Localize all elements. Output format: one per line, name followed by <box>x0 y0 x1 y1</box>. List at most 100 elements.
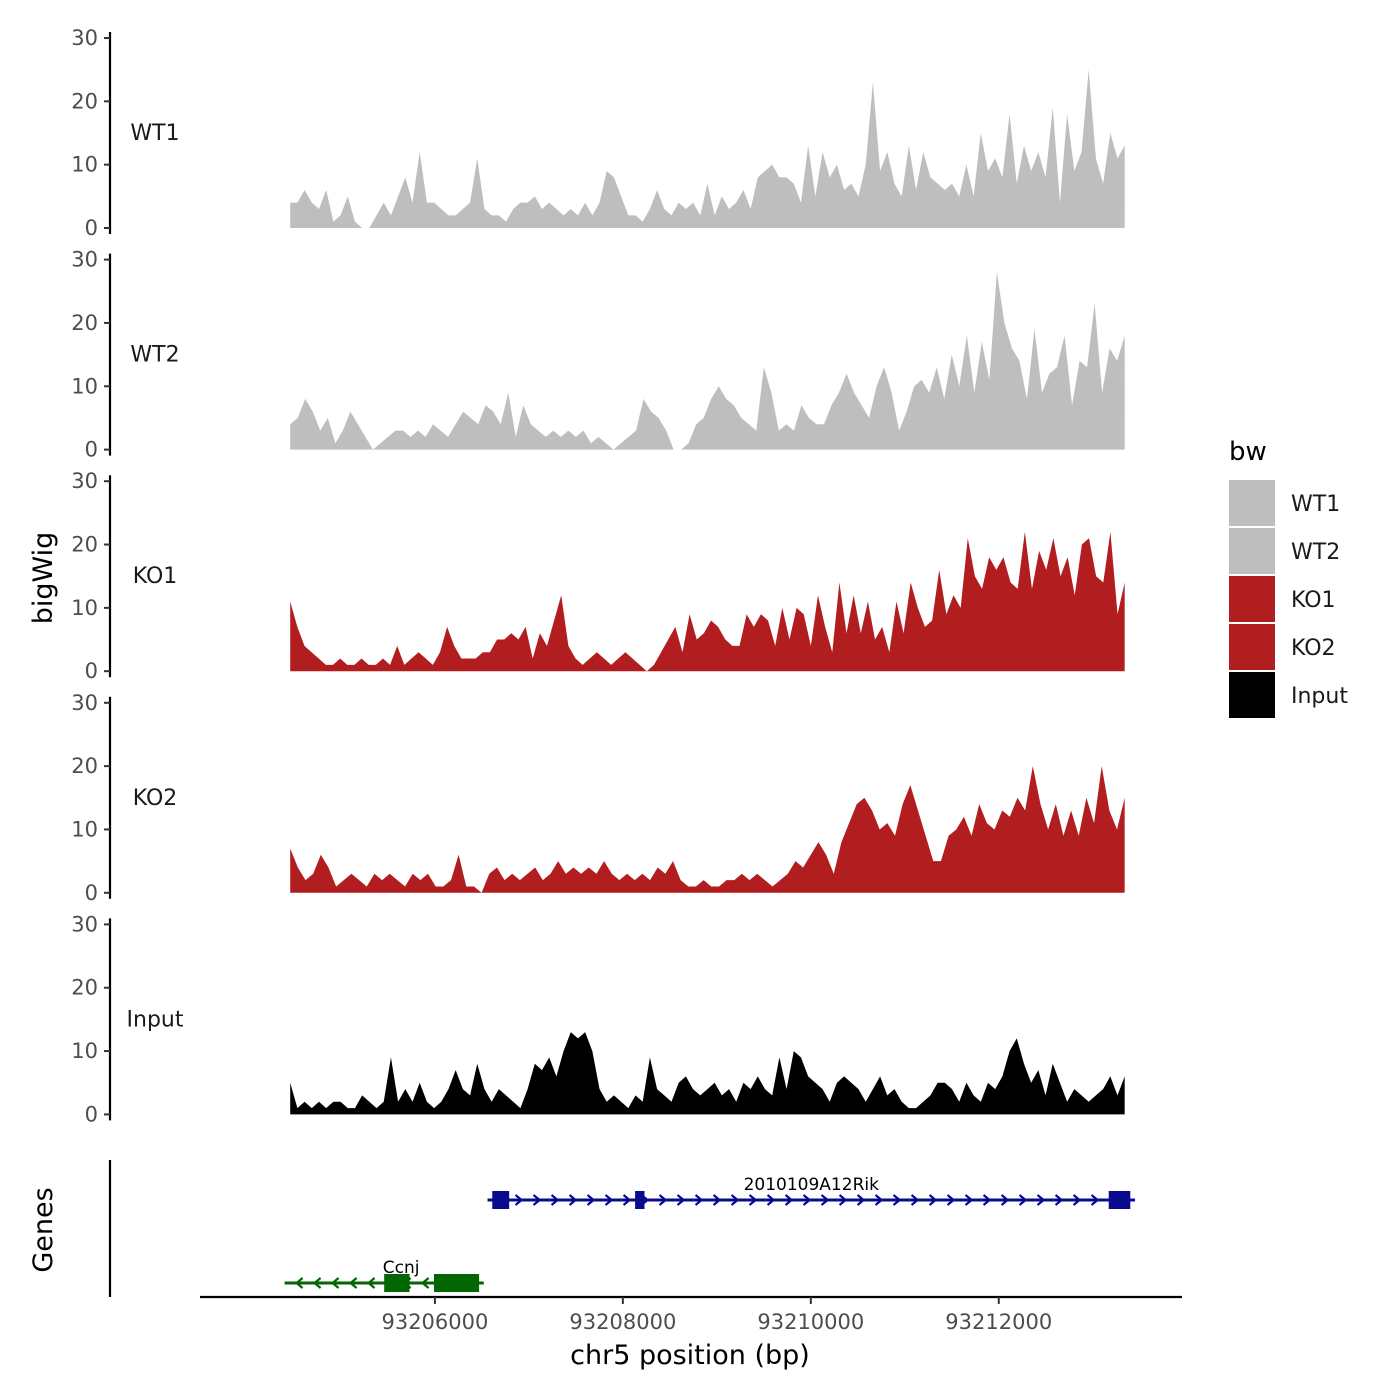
y-tick-label: 0 <box>85 216 98 240</box>
exon <box>492 1191 510 1209</box>
y-tick-label: 30 <box>71 691 98 715</box>
strand-chevron <box>856 1194 866 1206</box>
strand-chevron <box>550 1194 560 1206</box>
strand-chevron <box>604 1194 614 1206</box>
strand-chevron <box>748 1194 758 1206</box>
strand-chevron <box>982 1194 992 1206</box>
strand-chevron <box>676 1194 686 1206</box>
x-axis-title: chr5 position (bp) <box>570 1340 810 1371</box>
y-tick-label: 20 <box>71 311 98 335</box>
strand-chevron <box>348 1277 358 1289</box>
y-tick-label: 0 <box>85 881 98 905</box>
gene-track: 2010109A12Rik Ccnj <box>108 1160 1136 1297</box>
track-wt1: 0 10 20 30 WT1 <box>71 26 1125 240</box>
track-ko1: 0 10 20 30 KO1 <box>71 469 1125 683</box>
exon <box>433 1274 480 1292</box>
y-tick-label: 0 <box>85 438 98 462</box>
y-tick-label: 0 <box>85 1102 98 1126</box>
signal-tracks: 0 10 20 30 WT1 0 10 20 30 WT2 0 10 20 30 KO1 0 10 20 30 KO2… <box>71 26 1125 1126</box>
y-tick-label: 20 <box>71 754 98 778</box>
legend-label-wt2: WT2 <box>1291 540 1340 565</box>
strand-chevron <box>514 1194 524 1206</box>
y-axis-title: bigWig <box>28 532 59 625</box>
strand-chevron <box>1072 1194 1082 1206</box>
y-tick-label: 30 <box>71 248 98 272</box>
strand-chevron <box>964 1194 974 1206</box>
area-input <box>290 1032 1125 1115</box>
strand-chevron <box>1090 1194 1100 1206</box>
exon <box>1108 1191 1131 1209</box>
area-ko2 <box>290 766 1125 893</box>
track-label-wt2: WT2 <box>130 343 179 368</box>
strand-chevron <box>784 1194 794 1206</box>
strand-chevron <box>532 1194 542 1206</box>
y-tick-label: 20 <box>71 533 98 557</box>
area-wt2 <box>290 272 1125 450</box>
y-tick-label: 0 <box>85 659 98 683</box>
gene-label: 2010109A12Rik <box>744 1175 880 1195</box>
strand-chevron <box>874 1194 884 1206</box>
strand-chevron <box>928 1194 938 1206</box>
strand-chevron <box>366 1277 376 1289</box>
strand-chevron <box>420 1277 430 1289</box>
gene-2010109a12rik: 2010109A12Rik <box>487 1175 1136 1209</box>
strand-chevron <box>1000 1194 1010 1206</box>
track-ko2: 0 10 20 30 KO2 <box>71 691 1125 905</box>
strand-chevron <box>802 1194 812 1206</box>
strand-chevron <box>294 1277 304 1289</box>
genes-axis-title: Genes <box>28 1187 59 1272</box>
strand-chevron <box>312 1277 322 1289</box>
strand-chevron <box>568 1194 578 1206</box>
strand-chevron <box>694 1194 704 1206</box>
strand-chevron <box>330 1277 340 1289</box>
legend: bw WT1 WT2 KO1 KO2 Input <box>1229 437 1348 718</box>
legend-swatch-wt2 <box>1229 528 1275 574</box>
legend-label-ko1: KO1 <box>1291 588 1336 613</box>
x-tick-label: 93208000 <box>569 1310 676 1334</box>
strand-chevron <box>910 1194 920 1206</box>
strand-chevron <box>820 1194 830 1206</box>
y-tick-label: 30 <box>71 912 98 936</box>
strand-chevron <box>1054 1194 1064 1206</box>
x-axis: 93206000 93208000 93210000 93212000 <box>200 1295 1182 1334</box>
track-label-input: Input <box>127 1007 184 1032</box>
strand-chevron <box>730 1194 740 1206</box>
exon <box>635 1191 645 1209</box>
legend-label-input: Input <box>1291 684 1348 709</box>
exon <box>384 1274 410 1292</box>
y-tick-label: 30 <box>71 26 98 50</box>
strand-chevron <box>892 1194 902 1206</box>
strand-chevron <box>586 1194 596 1206</box>
track-wt2: 0 10 20 30 WT2 <box>71 248 1125 462</box>
track-label-ko2: KO2 <box>133 786 178 811</box>
x-tick-label: 93210000 <box>757 1310 864 1334</box>
track-label-wt1: WT1 <box>130 121 179 146</box>
strand-chevron <box>1018 1194 1028 1206</box>
gene-ccnj: Ccnj <box>284 1258 484 1292</box>
legend-label-ko2: KO2 <box>1291 636 1336 661</box>
x-tick-label: 93212000 <box>945 1310 1052 1334</box>
strand-chevron <box>658 1194 668 1206</box>
strand-chevron <box>946 1194 956 1206</box>
gene-label: Ccnj <box>383 1258 420 1278</box>
strand-chevron <box>766 1194 776 1206</box>
track-input: 0 10 20 30 Input <box>71 912 1125 1126</box>
legend-swatch-ko1 <box>1229 576 1275 622</box>
strand-chevron <box>838 1194 848 1206</box>
x-tick-label: 93206000 <box>381 1310 488 1334</box>
legend-label-wt1: WT1 <box>1291 492 1340 517</box>
area-wt1 <box>290 69 1125 228</box>
strand-chevron <box>712 1194 722 1206</box>
y-tick-label: 10 <box>71 1039 98 1063</box>
legend-swatch-wt1 <box>1229 480 1275 526</box>
area-ko1 <box>290 531 1125 672</box>
y-tick-label: 10 <box>71 596 98 620</box>
strand-chevron <box>622 1194 632 1206</box>
y-tick-label: 20 <box>71 89 98 113</box>
legend-swatch-ko2 <box>1229 624 1275 670</box>
legend-title: bw <box>1229 437 1267 467</box>
y-tick-label: 10 <box>71 374 98 398</box>
legend-swatch-input <box>1229 672 1275 718</box>
y-tick-label: 10 <box>71 153 98 177</box>
